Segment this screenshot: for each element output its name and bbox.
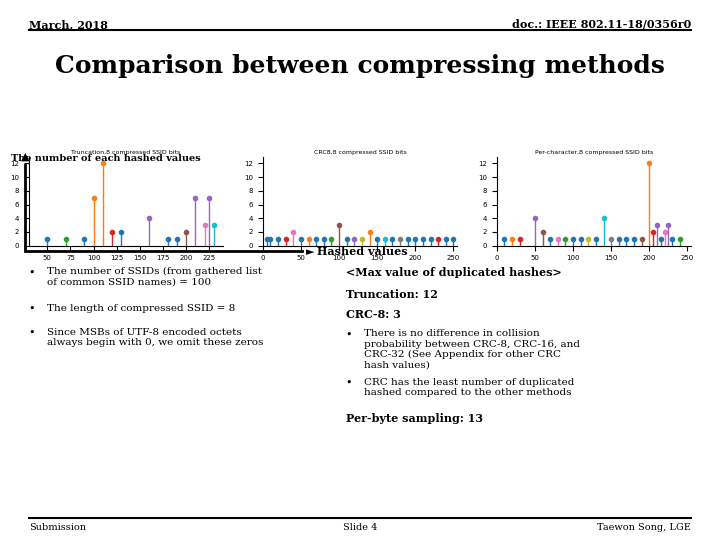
Text: There is no difference in collision
probability between CRC-8, CRC-16, and
CRC-3: There is no difference in collision prob… [364,329,580,369]
Text: ▲: ▲ [21,152,30,162]
Text: Submission: Submission [29,523,86,532]
Text: Taewon Song, LGE: Taewon Song, LGE [598,523,691,532]
Text: The number of each hashed values: The number of each hashed values [11,154,201,163]
Text: The number of SSIDs (from gathered list
of common SSID names) = 100: The number of SSIDs (from gathered list … [47,267,262,287]
Text: ►: ► [306,247,315,256]
Title: Truncation,8 compressed SSID bits: Truncation,8 compressed SSID bits [71,150,181,155]
Text: •: • [29,303,35,314]
Text: Slide 4: Slide 4 [343,523,377,532]
Text: CRC has the least number of duplicated
hashed compared to the other methods: CRC has the least number of duplicated h… [364,378,574,397]
Text: •: • [346,378,352,388]
Text: doc.: IEEE 802.11-18/0356r0: doc.: IEEE 802.11-18/0356r0 [512,19,691,30]
Text: Truncation: 12: Truncation: 12 [346,289,438,300]
Text: Since MSBs of UTF-8 encoded octets
always begin with 0, we omit these zeros: Since MSBs of UTF-8 encoded octets alway… [47,328,264,347]
Text: •: • [29,267,35,278]
Text: CRC-8: 3: CRC-8: 3 [346,309,400,320]
Title: Per-character,8 compressed SSID bits: Per-character,8 compressed SSID bits [535,150,653,155]
Text: •: • [346,329,352,339]
Title: CRC8,8 compressed SSID bits: CRC8,8 compressed SSID bits [314,150,406,155]
Text: Per-byte sampling: 13: Per-byte sampling: 13 [346,413,482,424]
Text: Hashed values: Hashed values [317,246,408,257]
Text: •: • [29,328,35,338]
Text: The length of compressed SSID = 8: The length of compressed SSID = 8 [47,303,235,313]
Text: Comparison between compressing methods: Comparison between compressing methods [55,54,665,78]
Text: March, 2018: March, 2018 [29,19,108,30]
Text: <Max value of duplicated hashes>: <Max value of duplicated hashes> [346,267,562,278]
